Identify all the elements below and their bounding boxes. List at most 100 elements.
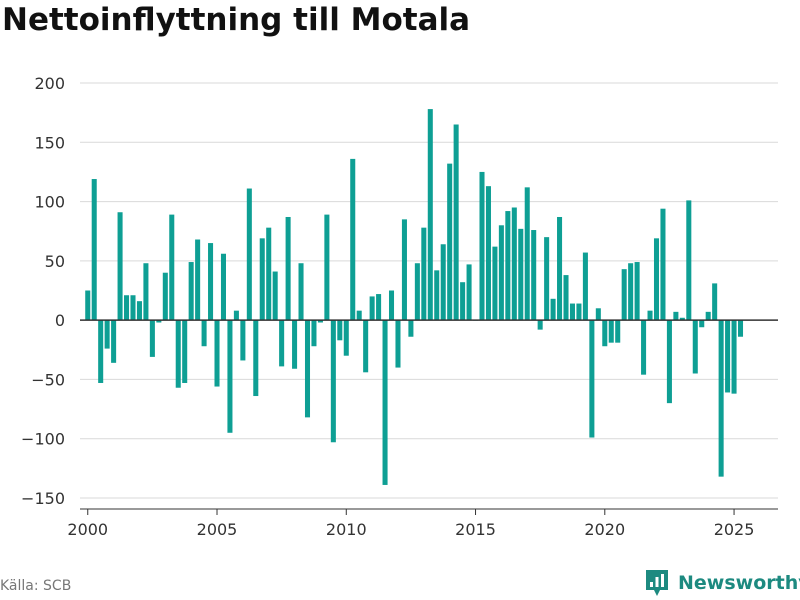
bar [408,320,414,337]
bar [440,244,446,321]
source-note: Källa: SCB [0,578,72,594]
bar [240,320,246,361]
bar [453,124,459,321]
bar [718,320,724,477]
bar [505,211,511,321]
bar [634,262,640,321]
bar [98,320,104,383]
bar [369,296,375,321]
bar [324,214,330,321]
axes [80,319,778,510]
x-tick-label: 2020 [584,520,625,539]
bar [511,207,517,321]
bar [621,269,627,321]
bar [104,320,110,349]
bar [182,320,188,383]
bar [737,320,744,337]
bar [673,311,679,321]
bar [233,310,239,321]
y-tick-label: −100 [21,430,65,449]
x-axis-tick-labels: 2000 2005 2010 2015 2020 2025 [67,509,754,539]
y-tick-label: 100 [34,193,65,212]
bar [608,320,614,343]
bar [395,320,401,368]
bar [479,171,485,321]
bar [85,290,91,321]
x-tick-label: 2025 [714,520,755,539]
bar [725,320,731,393]
bar [311,320,317,347]
bar [434,270,440,321]
bar [679,317,685,321]
bar [666,320,672,404]
bar [537,320,543,330]
brand-logo[interactable]: Newsworthy [644,568,800,598]
bar [111,320,117,363]
newsworthy-logo-icon [646,570,668,596]
bar [653,238,660,321]
bar [208,243,214,321]
bar [498,225,504,321]
y-tick-label: 150 [34,133,65,152]
bar [589,320,595,438]
bar [615,320,621,343]
bar [563,275,569,321]
bar [492,246,498,321]
y-tick-label: 0 [55,311,65,330]
bar [117,212,123,321]
bar [544,237,550,321]
bar [350,158,356,321]
bar [376,294,382,321]
bar [363,320,369,373]
bar [550,298,556,321]
bar [712,283,718,321]
bar [686,200,692,321]
bar [124,295,130,321]
bar [272,271,278,321]
bar [485,186,491,321]
bar [317,320,323,323]
bar [401,219,407,321]
bar [220,253,226,321]
bar [576,303,582,321]
bar-series [85,109,744,485]
bar [699,320,705,328]
bar [188,262,194,321]
bar [382,320,388,485]
bar [330,320,336,443]
bar [304,320,311,418]
bar [175,320,181,388]
bar [201,320,207,347]
bar [524,187,530,321]
bar [136,301,142,321]
bar [266,227,272,321]
bar [731,320,737,394]
bar [214,320,220,387]
bar [692,320,698,374]
bar [660,208,666,321]
bar [602,320,608,347]
bar [647,310,653,321]
chart-title: Nettoinflyttning till Motala [2,2,471,38]
x-tick-label: 2000 [67,520,108,539]
bar [356,310,362,321]
bar [227,320,233,433]
bar [337,320,343,341]
bar [91,179,97,321]
bar [298,263,304,321]
y-tick-label: 50 [45,252,65,271]
bar [531,230,537,321]
bar [569,303,575,321]
bar [246,188,252,321]
bar [582,252,588,321]
bar [279,320,285,367]
bar [447,163,453,321]
y-tick-label: 200 [34,74,65,93]
bar [343,320,349,356]
bar [156,320,162,323]
bar [388,290,395,321]
y-tick-label: −50 [31,370,65,389]
bar [628,263,634,321]
brand-name: Newsworthy [678,572,800,594]
